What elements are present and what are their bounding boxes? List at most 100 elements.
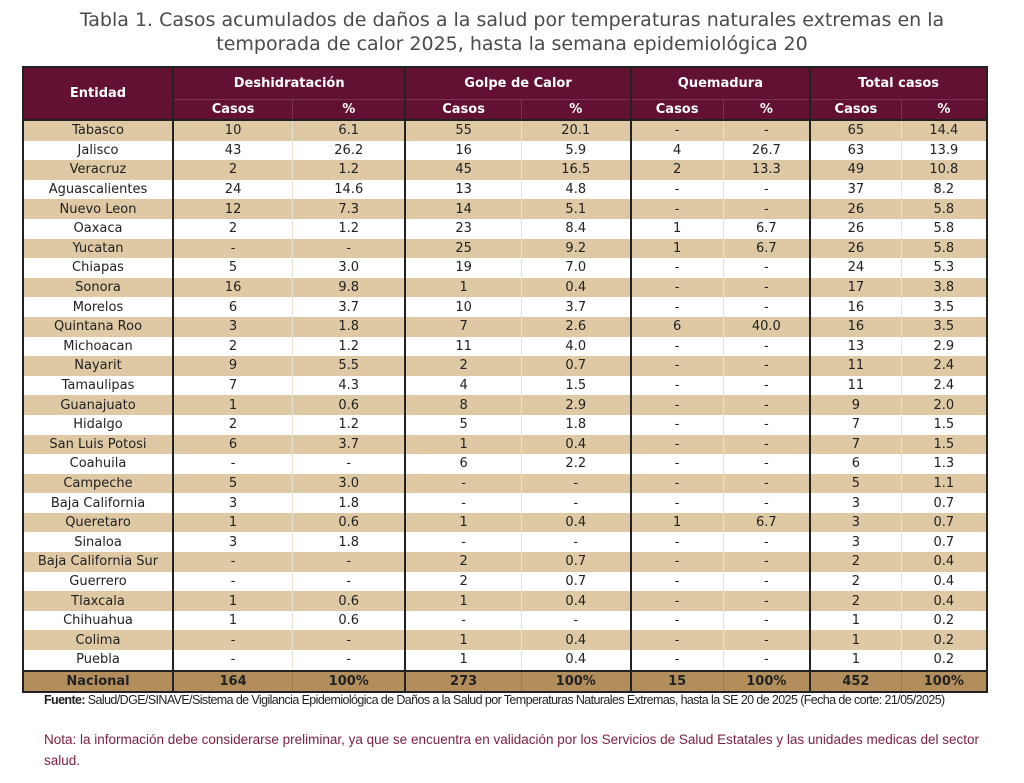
cell-value: 1.8	[292, 493, 407, 513]
cell-entidad: Veracruz	[23, 160, 174, 180]
table-row: Guanajuato 1 0.6 8 2.9- -9 2.0	[23, 395, 988, 415]
table-row: Baja California 3 1.8- - - -3 0.7	[23, 493, 988, 513]
cell-value: 1	[173, 395, 294, 415]
cell-value: -	[521, 610, 632, 631]
cell-value: 3	[810, 512, 902, 533]
cell-value: -	[292, 454, 407, 474]
cell-value: -	[723, 375, 812, 396]
cell-value: 24	[810, 258, 902, 278]
cell-value: -	[405, 610, 522, 631]
cell-value: -	[723, 356, 812, 376]
table-row: Chiapas 5 3.0 19 7.0- -24 5.3	[23, 258, 988, 278]
cell-value: -	[630, 277, 724, 298]
cell-value: 1	[405, 434, 522, 455]
cell-value: 13.9	[901, 140, 988, 161]
cell-value: 1	[405, 650, 522, 671]
cell-value: 4	[630, 140, 724, 161]
cell-value: -	[723, 395, 812, 415]
cell-value: 0.6	[292, 395, 407, 415]
cell-value: -	[405, 473, 522, 494]
table-title: Tabla 1. Casos acumulados de daños a la …	[0, 8, 1024, 56]
cell-value: 6	[173, 297, 294, 317]
cell-entidad: Tabasco	[23, 120, 174, 141]
table-row: Quintana Roo 3 1.8 7 2.6 6 40.0 16 3.5	[23, 316, 988, 337]
table-row: Jalisco 43 26.2 16 5.9 4 26.7 63 13.9	[23, 140, 988, 161]
cell-value: 2.2	[521, 454, 632, 474]
cell-value: -	[405, 493, 522, 513]
cell-value: 1	[810, 630, 902, 651]
cell-value: 3.7	[292, 297, 407, 317]
cell-value: 17	[810, 277, 902, 298]
cell-value: 0.2	[901, 650, 988, 671]
cell-entidad: Puebla	[23, 650, 174, 671]
cell-value: 2.4	[901, 375, 988, 396]
cell-value: -	[630, 395, 724, 415]
cell-entidad: Campeche	[23, 473, 174, 494]
cell-value: 3.0	[292, 258, 407, 278]
subheader-casos: Casos	[173, 99, 294, 120]
cell-value: 2	[173, 414, 294, 435]
cell-value: 0.7	[521, 552, 632, 572]
cell-value: 0.7	[901, 532, 988, 553]
cell-value: 1	[630, 512, 724, 533]
cell-value: 1	[405, 630, 522, 651]
total-label: Nacional	[23, 670, 174, 692]
cell-value: 10.8	[901, 160, 988, 180]
total-value: 100%	[901, 670, 988, 692]
cell-value: 0.4	[521, 434, 632, 455]
cell-value: -	[630, 610, 724, 631]
cell-value: -	[723, 552, 812, 572]
subheader-percent: %	[901, 99, 988, 120]
subheader-percent: %	[723, 99, 812, 120]
cell-value: 2.0	[901, 395, 988, 415]
cell-value: -	[630, 179, 724, 200]
cell-value: 7	[810, 414, 902, 435]
cell-value: -	[292, 630, 407, 651]
cell-value: 1.8	[292, 532, 407, 553]
cell-entidad: Chiapas	[23, 258, 174, 278]
cell-value: 37	[810, 179, 902, 200]
cell-value: -	[723, 630, 812, 651]
cell-value: -	[630, 454, 724, 474]
cell-entidad: Sinaloa	[23, 532, 174, 553]
cell-value: 16	[405, 140, 522, 161]
cell-value: -	[521, 532, 632, 553]
cell-value: 2	[810, 571, 902, 592]
cell-value: 3	[810, 532, 902, 553]
table-row: Puebla - -1 0.4- -1 0.2	[23, 650, 988, 671]
cell-value: 25	[405, 238, 522, 259]
cell-value: -	[173, 552, 294, 572]
cell-value: 0.7	[521, 571, 632, 592]
cell-entidad: Morelos	[23, 297, 174, 317]
cell-value: 0.4	[521, 512, 632, 533]
cell-value: 26	[810, 218, 902, 239]
cell-value: 6.7	[723, 238, 812, 259]
cell-value: -	[630, 591, 724, 611]
cell-value: 0.4	[521, 650, 632, 671]
cell-value: -	[723, 179, 812, 200]
table-row: Baja California Sur - -2 0.7- -2 0.4	[23, 552, 988, 572]
cell-value: 1.2	[292, 160, 407, 180]
cell-value: -	[723, 610, 812, 631]
cell-value: 0.4	[901, 591, 988, 611]
cell-value: 2	[173, 336, 294, 357]
header-golpe-de-calor: Golpe de Calor	[405, 67, 632, 100]
total-value: 452	[810, 670, 902, 692]
cell-value: -	[630, 336, 724, 357]
cell-value: 1.8	[521, 414, 632, 435]
cell-entidad: Tlaxcala	[23, 591, 174, 611]
cell-value: 2.6	[521, 316, 632, 337]
table-row: San Luis Potosi 6 3.7 1 0.4- -7 1.5	[23, 434, 988, 455]
cell-value: 63	[810, 140, 902, 161]
cell-value: 14	[405, 199, 522, 219]
title-line-2: temporada de calor 2025, hasta la semana…	[216, 33, 808, 55]
cell-value: -	[630, 297, 724, 317]
cell-value: 24	[173, 179, 294, 200]
cell-value: 3.0	[292, 473, 407, 494]
subheader-casos: Casos	[405, 99, 522, 120]
cell-value: 11	[810, 356, 902, 376]
table-row: Veracruz 2 1.2 45 16.5 2 13.3 49 10.8	[23, 160, 988, 180]
cell-entidad: Queretaro	[23, 512, 174, 533]
cell-value: -	[630, 434, 724, 455]
cell-value: 0.7	[521, 356, 632, 376]
